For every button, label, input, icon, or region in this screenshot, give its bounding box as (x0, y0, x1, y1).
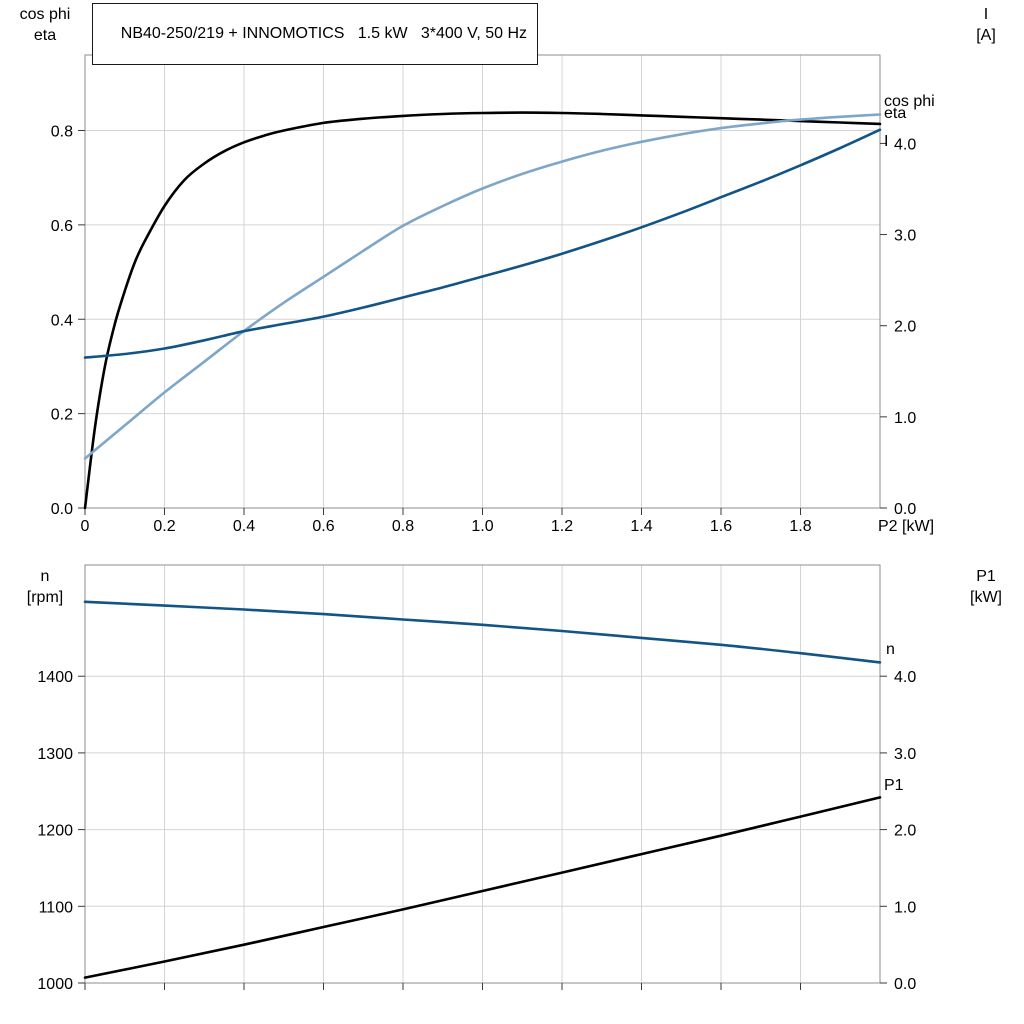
left-tick-label: 1100 (39, 899, 74, 916)
right-tick-label: 0.0 (894, 976, 916, 993)
right-tick-label: 2.0 (894, 319, 916, 336)
right-tick-label: 4.0 (894, 136, 916, 153)
left-tick-label: 0.8 (51, 124, 73, 141)
right-tick-label: 2.0 (894, 823, 916, 840)
x-tick-label: 1.6 (710, 518, 732, 535)
series-P1-curve (83, 796, 882, 979)
right-tick-label: 3.0 (894, 746, 916, 763)
curve-label-n: n (886, 641, 895, 658)
series-cos-phi-curve (83, 113, 882, 460)
curve-label-eta: eta (884, 105, 906, 122)
x-tick-label: 0.4 (233, 518, 255, 535)
left-tick-label: 0.2 (51, 407, 73, 424)
left-tick-label: 0.0 (51, 501, 73, 518)
right-tick-label: 4.0 (894, 669, 916, 686)
x-tick-label: 0.6 (312, 518, 334, 535)
x-axis-label: P2 [kW] (878, 518, 934, 535)
curve-label-I: I (884, 133, 888, 150)
x-tick-label: 1.0 (471, 518, 493, 535)
left-tick-label: 0.4 (51, 312, 73, 329)
chart-title-box: NB40-250/219 + INNOMOTICS 1.5 kW 3*400 V… (92, 3, 539, 65)
top-chart-right-axis-label: I [A] (976, 6, 996, 44)
left-tick-label: 1300 (37, 746, 73, 763)
bottom-chart-right-axis-label: P1 [kW] (970, 568, 1002, 606)
left-tick-label: 1400 (37, 669, 73, 686)
x-tick-label: 0.8 (392, 518, 414, 535)
right-tick-label: 1.0 (894, 899, 916, 916)
chart-title: NB40-250/219 + INNOMOTICS 1.5 kW 3*400 V… (120, 25, 528, 42)
curve-label-P1: P1 (884, 777, 904, 794)
right-tick-label: 1.0 (894, 410, 916, 427)
x-tick-label: 0.2 (153, 518, 175, 535)
right-tick-label: 0.0 (894, 501, 916, 518)
series-eta-curve (83, 111, 882, 510)
x-tick-label: 1.8 (789, 518, 811, 535)
x-tick-label: 1.4 (630, 518, 652, 535)
right-tick-label: 3.0 (894, 228, 916, 245)
left-tick-label: 1000 (37, 976, 73, 993)
left-tick-label: 1200 (37, 823, 73, 840)
left-tick-label: 0.6 (51, 218, 73, 235)
curve-label-cos-phi: cos phi (884, 93, 935, 110)
x-tick-label: 0 (81, 518, 90, 535)
x-tick-label: 1.2 (551, 518, 573, 535)
top-chart-left-axis-label: cos phi eta (19, 6, 71, 44)
series-I-curve (83, 128, 882, 359)
bottom-chart-left-axis-label: n [rpm] (26, 568, 64, 606)
series-n-curve (83, 600, 882, 664)
